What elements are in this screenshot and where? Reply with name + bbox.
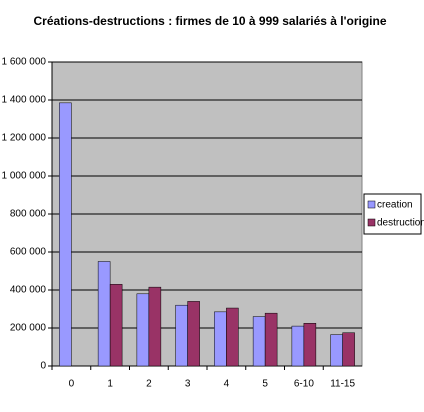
x-tick-label: 5: [262, 379, 268, 390]
chart-title: Créations-destructions : firmes de 10 à …: [34, 14, 387, 28]
bar: [252, 316, 266, 367]
bar: [59, 102, 72, 367]
bar: [214, 311, 227, 367]
bar: [148, 286, 162, 367]
bar: [226, 307, 239, 367]
bar: [342, 332, 355, 367]
bar: [136, 293, 150, 367]
legend-box: [363, 193, 422, 235]
x-tick-label: 1: [107, 379, 113, 390]
y-tick-label: 0: [40, 361, 46, 372]
y-tick-label: 600 000: [10, 247, 47, 258]
y-tick-label: 200 000: [10, 323, 47, 334]
bar: [330, 334, 343, 367]
y-tick-label: 400 000: [10, 285, 47, 296]
y-tick-label: 800 000: [10, 209, 47, 220]
bar: [97, 261, 111, 367]
bar: [175, 304, 188, 367]
y-tick-label: 1 600 000: [2, 57, 47, 68]
y-tick-label: 1 400 000: [2, 95, 47, 106]
bar: [303, 323, 317, 367]
legend-label: destruction: [377, 218, 424, 229]
legend-label: creation: [377, 200, 413, 211]
bar: [187, 301, 200, 367]
y-tick-label: 1 000 000: [2, 171, 47, 182]
y-tick-label: 1 200 000: [2, 133, 47, 144]
x-tick-label: 6-10: [294, 379, 314, 390]
bar: [109, 284, 123, 367]
legend-swatch: [367, 200, 376, 209]
x-tick-label: 3: [185, 379, 191, 390]
bar: [264, 312, 278, 367]
bar: [291, 325, 305, 367]
x-tick-label: 11-15: [330, 379, 355, 390]
x-tick-label: 0: [69, 379, 75, 390]
x-tick-label: 2: [146, 379, 152, 390]
x-tick-label: 4: [224, 379, 230, 390]
legend-swatch: [367, 218, 376, 227]
